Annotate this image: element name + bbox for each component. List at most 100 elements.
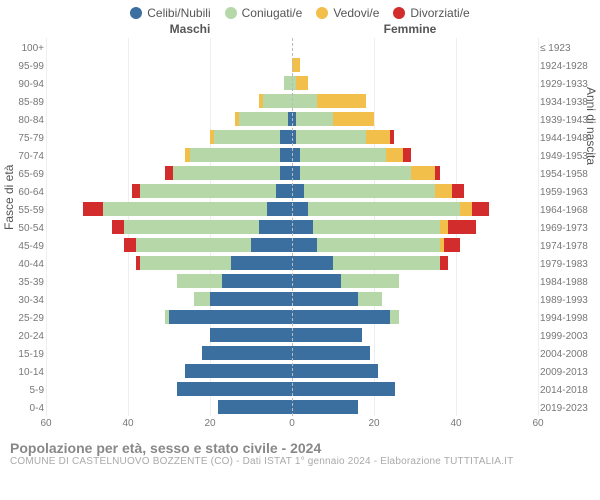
segment-married <box>190 148 280 162</box>
segment-married <box>239 112 288 126</box>
female-side <box>292 254 538 272</box>
male-side <box>46 200 292 218</box>
male-side <box>46 290 292 308</box>
segment-divorced <box>132 184 140 198</box>
segment-divorced <box>452 184 464 198</box>
segment-single <box>292 346 370 360</box>
female-side <box>292 74 538 92</box>
segment-divorced <box>83 202 104 216</box>
segment-single <box>231 256 293 270</box>
x-axis: 6040200204060 <box>46 418 538 434</box>
segment-single <box>292 238 317 252</box>
segment-married <box>304 184 435 198</box>
header-female: Femmine <box>300 22 520 36</box>
birth-year-label: 1974-1978 <box>540 238 594 256</box>
segment-married <box>308 202 460 216</box>
segment-single <box>292 292 358 306</box>
male-side <box>46 128 292 146</box>
female-side <box>292 398 538 416</box>
male-side <box>46 362 292 380</box>
male-side <box>46 326 292 344</box>
segment-single <box>280 148 292 162</box>
segment-single <box>292 328 362 342</box>
male-side <box>46 398 292 416</box>
segment-married <box>136 238 251 252</box>
segment-married <box>317 238 440 252</box>
segment-widowed <box>292 58 300 72</box>
segment-divorced <box>448 220 477 234</box>
x-tick: 40 <box>122 418 133 429</box>
population-pyramid-chart: Celibi/NubiliConiugati/eVedovi/eDivorzia… <box>0 0 600 500</box>
birth-year-label: 1964-1968 <box>540 202 594 220</box>
male-side <box>46 182 292 200</box>
segment-married <box>358 292 383 306</box>
segment-widowed <box>296 76 308 90</box>
segment-single <box>292 184 304 198</box>
segment-single <box>259 220 292 234</box>
age-band-label: 85-89 <box>8 94 44 112</box>
segment-divorced <box>403 148 411 162</box>
footer: Popolazione per età, sesso e stato civil… <box>0 434 600 467</box>
age-band-label: 60-64 <box>8 184 44 202</box>
age-band-label: 10-14 <box>8 364 44 382</box>
birth-year-label: 1929-1933 <box>540 76 594 94</box>
segment-married <box>214 130 280 144</box>
segment-divorced <box>472 202 488 216</box>
birth-year-labels: ≤ 19231924-19281929-19331934-19381939-19… <box>540 40 594 418</box>
segment-married <box>292 94 317 108</box>
age-band-label: 45-49 <box>8 238 44 256</box>
birth-year-label: 1969-1973 <box>540 220 594 238</box>
segment-married <box>390 310 398 324</box>
age-band-label: 95-99 <box>8 58 44 76</box>
segment-single <box>292 202 308 216</box>
segment-married <box>296 130 366 144</box>
female-side <box>292 146 538 164</box>
segment-single <box>292 148 300 162</box>
segment-widowed <box>435 184 451 198</box>
age-band-label: 40-44 <box>8 256 44 274</box>
legend-dot-icon <box>316 7 328 19</box>
age-band-label: 70-74 <box>8 148 44 166</box>
age-band-label: 80-84 <box>8 112 44 130</box>
age-band-label: 90-94 <box>8 76 44 94</box>
segment-widowed <box>460 202 472 216</box>
header-male: Maschi <box>80 22 300 36</box>
segment-married <box>140 184 275 198</box>
segment-widowed <box>440 220 448 234</box>
segment-married <box>333 256 440 270</box>
footer-source: COMUNE DI CASTELNUOVO BOZZENTE (CO) - Da… <box>10 456 600 467</box>
age-band-label: 35-39 <box>8 274 44 292</box>
segment-widowed <box>366 130 391 144</box>
birth-year-label: 1954-1958 <box>540 166 594 184</box>
legend-dot-icon <box>130 7 142 19</box>
male-side <box>46 38 292 56</box>
segment-divorced <box>444 238 460 252</box>
segment-married <box>140 256 230 270</box>
segment-married <box>124 220 259 234</box>
segment-single <box>251 238 292 252</box>
birth-year-label: 1984-1988 <box>540 274 594 292</box>
female-side <box>292 92 538 110</box>
legend: Celibi/NubiliConiugati/eVedovi/eDivorzia… <box>0 0 600 22</box>
birth-year-label: 2009-2013 <box>540 364 594 382</box>
segment-divorced <box>390 130 394 144</box>
male-side <box>46 56 292 74</box>
female-side <box>292 218 538 236</box>
segment-divorced <box>124 238 136 252</box>
birth-year-label: 1979-1983 <box>540 256 594 274</box>
segment-married <box>177 274 222 288</box>
age-band-label: 20-24 <box>8 328 44 346</box>
segment-married <box>173 166 280 180</box>
birth-year-label: 1944-1948 <box>540 130 594 148</box>
male-side <box>46 380 292 398</box>
age-band-labels: 100+95-9990-9485-8980-8475-7970-7465-696… <box>8 40 44 418</box>
legend-label: Divorziati/e <box>410 6 469 20</box>
footer-title: Popolazione per età, sesso e stato civil… <box>10 440 600 456</box>
segment-single <box>169 310 292 324</box>
segment-widowed <box>386 148 402 162</box>
birth-year-label: 1994-1998 <box>540 310 594 328</box>
age-band-label: 15-19 <box>8 346 44 364</box>
legend-item: Celibi/Nubili <box>130 6 210 20</box>
age-band-label: 75-79 <box>8 130 44 148</box>
birth-year-label: 1999-2003 <box>540 328 594 346</box>
